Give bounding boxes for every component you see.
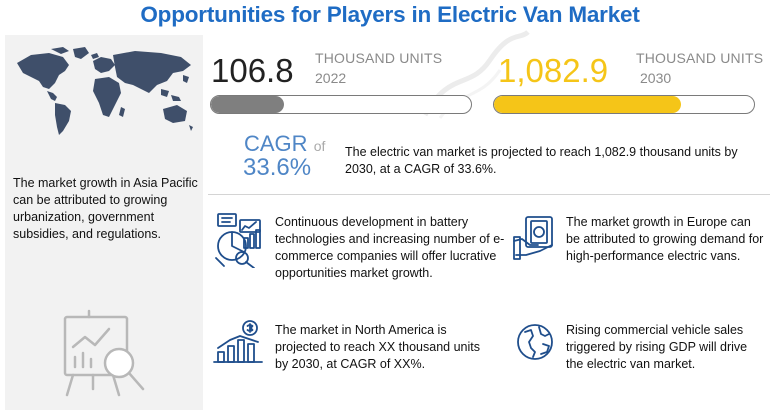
stat-current-year: 2022 [315, 70, 347, 86]
stat-forecast: 1,082.9 [498, 54, 608, 88]
feature-text-europe: The market growth in Europe can be attri… [566, 215, 764, 263]
battery-analytics-icon [215, 213, 261, 268]
page-title: Opportunities for Players in Electric Va… [140, 2, 640, 27]
feature-text-battery: Continuous development in battery techno… [275, 215, 505, 280]
stat-current-unit: THOUSAND UNITS [315, 50, 443, 66]
cagr-label: CAGR of [244, 132, 325, 158]
stat-forecast-value: 1,082.9 [498, 52, 609, 89]
money-hand-icon [513, 216, 553, 260]
feature-text-north-america: The market in North America is projected… [275, 323, 480, 371]
left-panel: The market growth in Asia Pacific can be… [5, 35, 203, 410]
cagr-description: The electric van market is projected to … [345, 145, 738, 176]
cagr-value: 33.6% [243, 154, 312, 181]
stat-current: 106.8 [211, 54, 294, 88]
left-panel-text: The market growth in Asia Pacific can be… [13, 176, 198, 241]
stat-current-value: 106.8 [211, 52, 294, 89]
cagr-label-text: CAGR [244, 131, 308, 156]
stat-forecast-bar [493, 95, 755, 114]
stat-current-bar [210, 95, 472, 114]
stat-forecast-year: 2030 [640, 70, 672, 86]
stat-forecast-unit: THOUSAND UNITS [636, 50, 764, 66]
feature-text-gdp: Rising commercial vehicle sales triggere… [566, 323, 748, 371]
globe-icon [517, 324, 553, 360]
section-divider [208, 194, 770, 195]
report-analysis-icon [63, 309, 145, 397]
world-map-icon [17, 47, 193, 135]
stat-current-bar-fill [211, 96, 284, 113]
stat-forecast-bar-fill [494, 96, 682, 113]
cagr-of-text: of [313, 138, 326, 154]
growth-chart-icon [213, 320, 263, 363]
